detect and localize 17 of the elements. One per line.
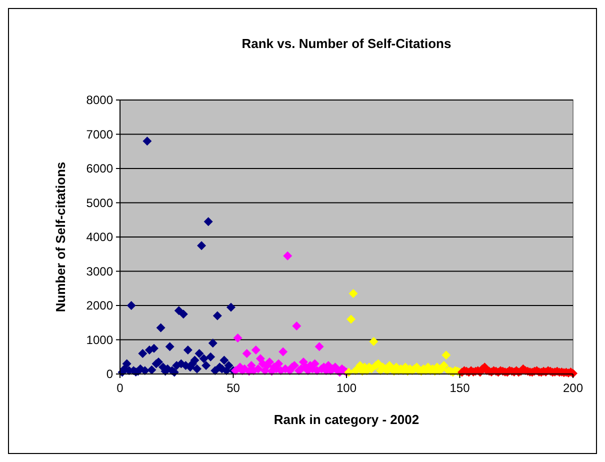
y-tick-label: 8000 (86, 93, 114, 108)
x-axis-title: Rank in category - 2002 (274, 412, 420, 427)
y-tick-label: 0 (106, 367, 114, 382)
x-tick-label: 150 (450, 381, 470, 395)
x-tick-label: 100 (336, 381, 357, 395)
x-tick-label: 200 (562, 381, 584, 395)
x-tick-label: 0 (116, 381, 124, 395)
y-tick-label: 5000 (86, 196, 114, 210)
y-tick-label: 6000 (86, 162, 114, 176)
y-tick-label: 3000 (86, 264, 114, 278)
y-axis-title: Number of Self-citations (53, 162, 68, 312)
y-tick-label: 2000 (86, 298, 114, 313)
y-tick-label: 4000 (86, 230, 114, 244)
y-tick-label: 7000 (86, 127, 114, 142)
x-tick-label: 50 (226, 381, 240, 395)
y-tick-label: 1000 (86, 332, 114, 347)
chart-title: Rank vs. Number of Self-Citations (242, 36, 452, 51)
